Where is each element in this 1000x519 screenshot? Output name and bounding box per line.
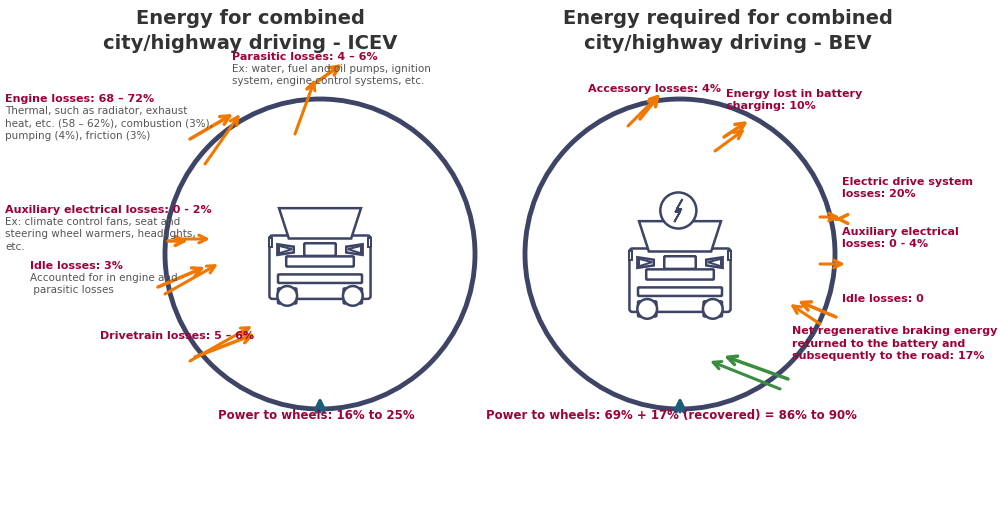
FancyBboxPatch shape bbox=[278, 289, 296, 304]
FancyBboxPatch shape bbox=[704, 302, 722, 317]
Text: Auxiliary electrical losses: 0 - 2%: Auxiliary electrical losses: 0 - 2% bbox=[5, 205, 212, 215]
Polygon shape bbox=[637, 257, 654, 268]
Text: Energy lost in battery
charging: 10%: Energy lost in battery charging: 10% bbox=[726, 89, 862, 111]
FancyBboxPatch shape bbox=[664, 256, 696, 269]
Circle shape bbox=[637, 299, 657, 319]
Polygon shape bbox=[728, 251, 731, 260]
Text: Power to wheels: 69% + 17% (recovered) = 86% to 90%: Power to wheels: 69% + 17% (recovered) =… bbox=[486, 409, 857, 422]
Polygon shape bbox=[279, 246, 292, 253]
Text: Net regenerative braking energy
returned to the battery and
subsequently to the : Net regenerative braking energy returned… bbox=[792, 326, 997, 361]
FancyBboxPatch shape bbox=[278, 275, 362, 283]
Text: Power to wheels: 16% to 25%: Power to wheels: 16% to 25% bbox=[218, 409, 415, 422]
Text: Engine losses: 68 – 72%: Engine losses: 68 – 72% bbox=[5, 94, 154, 104]
FancyBboxPatch shape bbox=[638, 288, 722, 296]
FancyBboxPatch shape bbox=[646, 269, 714, 280]
Polygon shape bbox=[629, 251, 632, 260]
FancyBboxPatch shape bbox=[286, 256, 354, 267]
Text: Drivetrain losses: 5 – 6%: Drivetrain losses: 5 – 6% bbox=[100, 331, 254, 341]
Text: Idle losses: 0: Idle losses: 0 bbox=[842, 294, 924, 304]
Text: Ex: water, fuel and oil pumps, ignition
system, engine control systems, etc.: Ex: water, fuel and oil pumps, ignition … bbox=[232, 64, 431, 86]
Text: Idle losses: 3%: Idle losses: 3% bbox=[30, 261, 123, 271]
Polygon shape bbox=[346, 244, 363, 255]
Circle shape bbox=[277, 286, 297, 306]
Text: Energy for combined
city/highway driving - ICEV: Energy for combined city/highway driving… bbox=[103, 9, 397, 53]
Circle shape bbox=[165, 99, 475, 409]
Polygon shape bbox=[277, 244, 294, 255]
Text: Parasitic losses: 4 – 6%: Parasitic losses: 4 – 6% bbox=[232, 52, 378, 62]
Polygon shape bbox=[368, 238, 371, 247]
Polygon shape bbox=[639, 259, 652, 266]
Text: Auxiliary electrical
losses: 0 - 4%: Auxiliary electrical losses: 0 - 4% bbox=[842, 227, 959, 249]
FancyBboxPatch shape bbox=[638, 302, 656, 317]
Text: Accessory losses: 4%: Accessory losses: 4% bbox=[588, 84, 721, 94]
Polygon shape bbox=[708, 259, 721, 266]
Polygon shape bbox=[279, 208, 361, 239]
Circle shape bbox=[660, 193, 696, 228]
FancyBboxPatch shape bbox=[269, 236, 371, 299]
Text: Accounted for in engine and
 parasitic losses: Accounted for in engine and parasitic lo… bbox=[30, 273, 178, 295]
Polygon shape bbox=[706, 257, 723, 268]
Polygon shape bbox=[269, 238, 272, 247]
Text: Ex: climate control fans, seat and
steering wheel warmers, headlights,
etc.: Ex: climate control fans, seat and steer… bbox=[5, 217, 196, 252]
Polygon shape bbox=[348, 246, 361, 253]
FancyBboxPatch shape bbox=[629, 249, 731, 312]
Polygon shape bbox=[639, 221, 721, 252]
FancyBboxPatch shape bbox=[304, 243, 336, 256]
Text: Energy required for combined
city/highway driving - BEV: Energy required for combined city/highwa… bbox=[563, 9, 893, 53]
Text: Electric drive system
losses: 20%: Electric drive system losses: 20% bbox=[842, 176, 973, 199]
Circle shape bbox=[525, 99, 835, 409]
FancyBboxPatch shape bbox=[344, 289, 362, 304]
Circle shape bbox=[703, 299, 723, 319]
Text: Thermal, such as radiator, exhaust
heat, etc. (58 – 62%), combustion (3%),
pumpi: Thermal, such as radiator, exhaust heat,… bbox=[5, 106, 213, 141]
Polygon shape bbox=[674, 199, 682, 222]
Circle shape bbox=[343, 286, 363, 306]
